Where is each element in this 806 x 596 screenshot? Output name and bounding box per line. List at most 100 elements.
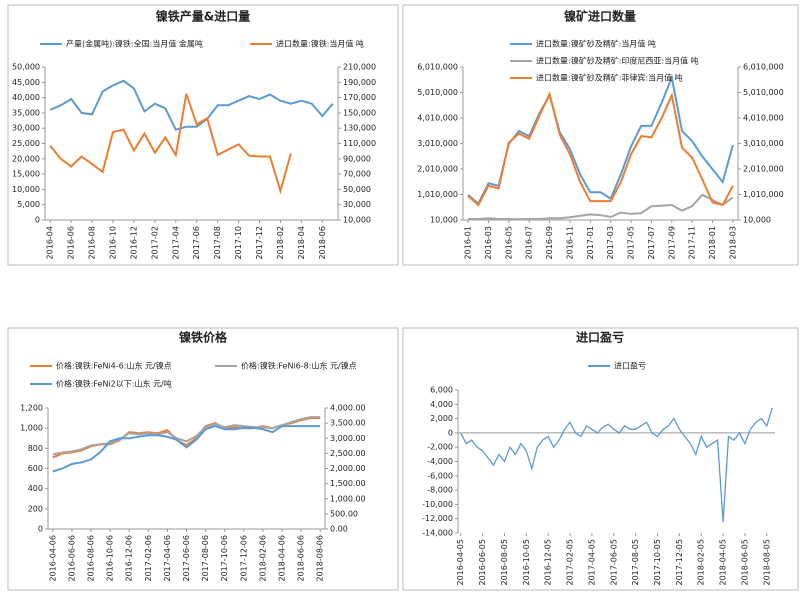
x-tick-label: 2018-04	[297, 226, 306, 259]
x-tick-label: 2017-05	[627, 226, 636, 259]
x-tick-label: 2018-06	[318, 226, 327, 259]
series-line	[467, 91, 734, 207]
y-tick-label: 800	[28, 444, 43, 453]
y-tick-label: -10,000	[422, 500, 453, 509]
series-line	[52, 425, 321, 473]
y-tick-label: -2,000	[427, 443, 453, 452]
y-tick-label: 10,000	[430, 216, 458, 225]
series-line	[52, 417, 321, 459]
y-tick-label: 3,000.00	[330, 434, 366, 443]
y-tick-label: 1,010,000	[743, 190, 784, 199]
y-tick-label: 15,000	[12, 170, 40, 179]
x-tick-label: 2017-10-06	[220, 535, 229, 582]
series-line	[52, 416, 321, 456]
y-tick-label: 5,010,000	[743, 88, 784, 97]
y-tick-label: 1,000	[20, 424, 43, 433]
chart-title: 镍铁价格	[179, 330, 228, 345]
y-tick-label: 20,000	[12, 154, 40, 163]
y-tick-label: 4,000.00	[330, 404, 366, 413]
x-tick-label: 2018-04-05	[719, 539, 728, 586]
y-tick-label: 0.00	[330, 525, 348, 534]
y-tick-label: 45,000	[12, 78, 40, 87]
y-tick-label: 10,000	[343, 216, 371, 225]
y-tick-label: 150,000	[343, 108, 376, 117]
panel-frame	[402, 327, 799, 591]
y-tick-label: 4,000	[430, 400, 453, 409]
x-tick-label: 2017-01	[586, 226, 595, 259]
x-tick-label: 2018-06-06	[297, 535, 306, 582]
x-tick-label: 2016-06	[67, 226, 76, 259]
x-tick-label: 2016-04-06	[48, 535, 57, 582]
x-tick-label: 2017-10-05	[653, 539, 662, 586]
x-tick-label: 2017-12-06	[239, 535, 248, 582]
y-tick-label: 30,000	[343, 200, 371, 209]
x-tick-label: 2017-06-05	[609, 539, 618, 586]
y-tick-label: 1,010,000	[417, 190, 458, 199]
x-tick-label: 2018-01	[708, 226, 717, 259]
chart-title: 镍矿进口数量	[564, 9, 636, 24]
y-tick-label: 2,010,000	[417, 165, 458, 174]
y-tick-label: 50,000	[343, 185, 371, 194]
legend-label: 价格:镍铁:FeNi4-6:山东 元/镍点	[56, 361, 172, 371]
x-tick-label: 2016-08	[88, 226, 97, 259]
x-tick-label: 2018-04-06	[278, 535, 287, 582]
y-tick-label: 5,000	[17, 200, 40, 209]
y-tick-label: -12,000	[422, 514, 453, 523]
chart-title: 镍铁产量&进口量	[156, 9, 250, 24]
x-tick-label: 2016-10-05	[522, 539, 531, 586]
x-tick-label: 2016-01	[464, 226, 473, 259]
y-tick-label: 2,000	[430, 414, 453, 423]
panel-frame	[402, 4, 799, 266]
y-tick-label: 0	[35, 216, 40, 225]
y-tick-label: 200	[28, 504, 43, 513]
x-tick-label: 2016-08-06	[86, 535, 95, 582]
y-tick-label: 1,200	[20, 404, 43, 413]
x-tick-label: 2017-03	[606, 226, 615, 259]
y-tick-label: -6,000	[427, 471, 453, 480]
x-tick-label: 2018-06-05	[740, 539, 749, 586]
y-tick-label: 0	[448, 428, 453, 437]
x-tick-label: 2017-09	[667, 226, 676, 259]
legend-label: 进口数量:镍矿砂及精矿:菲律宾:当月值 吨	[536, 73, 683, 83]
legend-label: 进口数量:镍矿砂及精矿:当月值 吨	[536, 39, 656, 49]
x-tick-label: 2016-03	[484, 226, 493, 259]
x-tick-label: 2018-03	[728, 226, 737, 259]
series-line	[49, 93, 292, 195]
x-tick-label: 2017-08-05	[631, 539, 640, 586]
x-tick-label: 2016-12-06	[125, 535, 134, 582]
y-tick-label: 500.00	[330, 509, 358, 518]
x-tick-label: 2016-12-05	[544, 539, 553, 586]
y-tick-label: 2,500.00	[330, 449, 366, 458]
series-line	[460, 407, 773, 523]
x-tick-label: 2018-02-06	[258, 535, 267, 582]
legend-label: 价格:镍铁:FeNi6-8:山东 元/镍点	[241, 361, 357, 371]
legend-label: 进口数量:镍铁:当月值 吨	[276, 39, 364, 49]
y-tick-label: 130,000	[343, 124, 376, 133]
y-tick-label: 4,010,000	[417, 114, 458, 123]
y-tick-label: 90,000	[343, 154, 371, 163]
y-tick-label: 2,000.00	[330, 464, 366, 473]
x-tick-label: 2017-08-06	[201, 535, 210, 582]
y-tick-label: 210,000	[343, 63, 376, 72]
y-tick-label: 110,000	[343, 139, 376, 148]
y-tick-label: 6,010,000	[743, 63, 784, 72]
y-tick-label: 25,000	[12, 139, 40, 148]
x-tick-label: 2018-08-05	[762, 539, 771, 586]
x-tick-label: 2016-12	[129, 226, 138, 259]
x-tick-label: 2016-06-05	[478, 539, 487, 586]
x-tick-label: 2018-08-06	[316, 535, 325, 582]
y-tick-label: 1,000.00	[330, 494, 366, 503]
legend-label: 价格:镍铁:FeNi2以下:山东 元/吨	[56, 379, 172, 389]
y-tick-label: 5,010,000	[417, 88, 458, 97]
y-tick-label: -4,000	[427, 457, 453, 466]
x-tick-label: 2017-10	[234, 226, 243, 259]
x-tick-label: 2016-09	[545, 226, 554, 259]
series-line	[49, 79, 334, 131]
x-tick-label: 2017-12	[255, 226, 264, 259]
series-line	[467, 73, 734, 206]
x-tick-label: 2018-02	[276, 226, 285, 259]
y-tick-label: 600	[28, 464, 43, 473]
y-tick-label: 50,000	[12, 63, 40, 72]
x-tick-label: 2016-10	[109, 226, 118, 259]
